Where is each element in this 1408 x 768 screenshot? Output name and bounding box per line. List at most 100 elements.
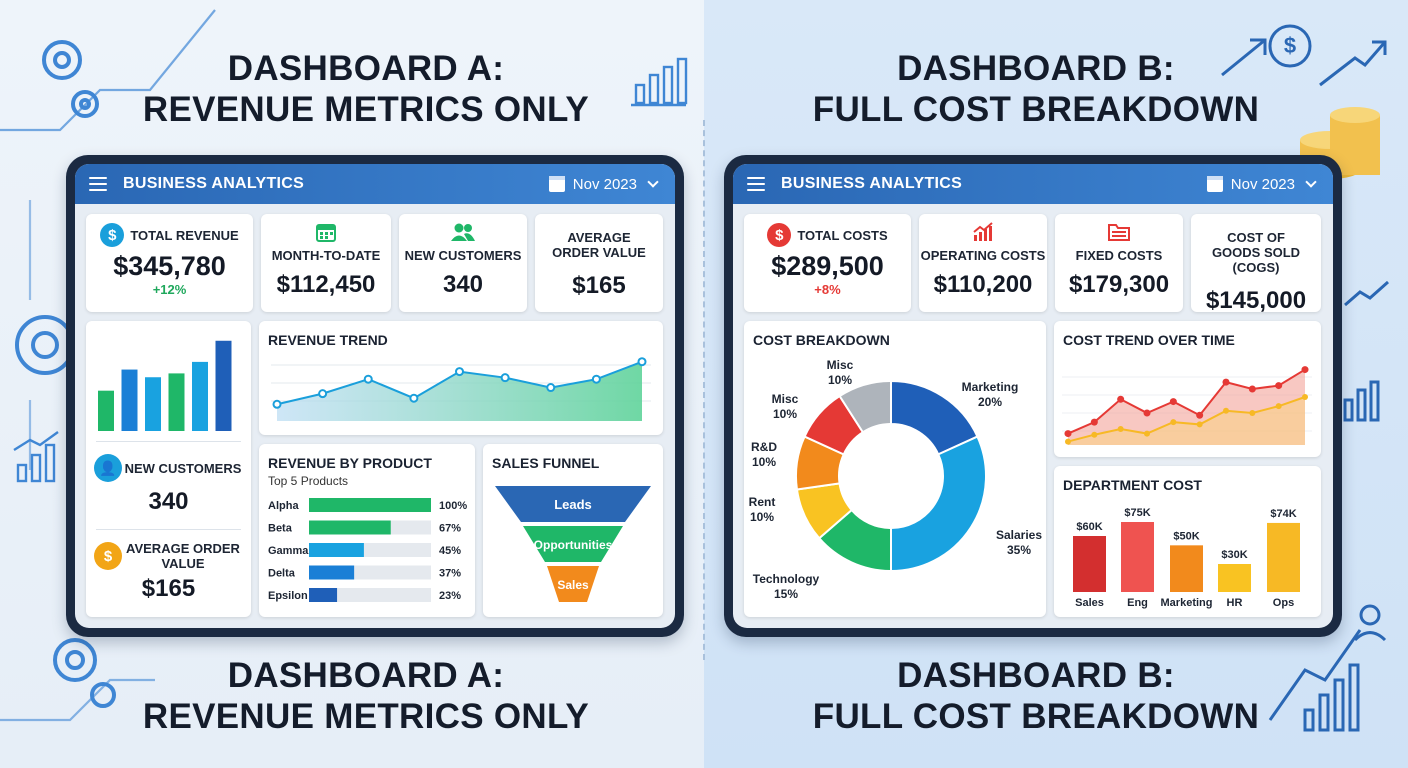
trend-point-a — [1248, 385, 1256, 393]
dept-value-label: $74K — [1270, 508, 1296, 520]
dept-bar — [1267, 522, 1300, 592]
trend-point-b — [1196, 421, 1203, 428]
dept-name-label: Sales — [1075, 597, 1104, 609]
kpi-value: $112,450 — [276, 271, 376, 298]
menu-icon[interactable] — [89, 177, 107, 191]
side-new-customers-value: 340 — [148, 488, 189, 515]
trend-area — [277, 361, 642, 421]
funnel-stage-sales — [547, 566, 599, 602]
donut-slice — [838, 379, 892, 434]
slice-pct: 10% — [773, 407, 797, 421]
kpi-cogs[interactable]: COST OF GOODS SOLD (COGS) $145,000 — [1191, 214, 1321, 314]
trend-point-a — [1196, 411, 1204, 419]
kpi-value: $110,200 — [933, 271, 1033, 298]
date-label: Nov 2023 — [572, 175, 637, 193]
trend-point-b — [1249, 410, 1256, 416]
trend-point-a — [1301, 366, 1309, 374]
kpi-value: $289,500 — [771, 251, 884, 281]
trend-point-a — [1169, 398, 1177, 406]
department-cost-card: DEPARTMENT COST $60K Sales $75K Eng $50K Mark… — [1054, 466, 1321, 617]
side-bar — [145, 377, 161, 431]
side-summary-card: 👤 NEW CUSTOMERS 340 $ AVERAGE ORDER VALU… — [86, 321, 251, 617]
trend-point — [637, 357, 647, 367]
funnel-stage-leads — [495, 486, 651, 522]
side-bar — [121, 369, 138, 431]
donut-slice — [890, 435, 987, 573]
heading-b-bottom: DASHBOARD B: FULL COST BREAKDOWN — [812, 656, 1260, 736]
dashboard-a-device: BUSINESS ANALYTICS Nov 2023 $ TOTAL REVE… — [66, 155, 684, 637]
slice-label: Misc — [827, 358, 854, 372]
dollar-icon: $ — [94, 542, 122, 570]
calendar-icon — [1206, 176, 1223, 192]
slice-pct: 15% — [774, 587, 798, 601]
slice-label: Marketing — [962, 380, 1019, 394]
chevron-down-icon — [647, 176, 659, 188]
trend-point-a — [1222, 378, 1230, 386]
users-icon — [451, 223, 475, 241]
product-label: Epsilon — [268, 590, 308, 602]
app-title: BUSINESS ANALYTICS — [123, 175, 305, 192]
side-bar — [98, 390, 114, 431]
funnel-label-opportunities: Opportunities — [534, 538, 613, 552]
slice-pct: 10% — [752, 455, 776, 469]
kpi-fixed-costs[interactable]: FIXED COSTS $179,300 — [1055, 214, 1183, 312]
trend-point-b — [1144, 430, 1150, 437]
slice-pct: 35% — [1007, 543, 1031, 557]
product-bar — [309, 543, 364, 557]
date-selector[interactable]: Nov 2023 — [548, 175, 661, 193]
slice-label: R&D — [751, 440, 777, 454]
product-pct: 67% — [439, 523, 461, 535]
kpi-month-to-date[interactable]: MONTH-TO-DATE $112,450 — [261, 214, 391, 312]
dept-name-label: HR — [1227, 597, 1243, 609]
card-title: REVENUE TREND — [268, 332, 388, 348]
trend-point — [591, 374, 601, 384]
product-pct: 45% — [439, 545, 461, 557]
trend-point — [363, 374, 373, 384]
slice-label: Misc — [772, 392, 799, 406]
kpi-change: +8% — [814, 282, 841, 297]
user-icon: 👤 — [94, 454, 122, 482]
product-label: Beta — [268, 523, 293, 535]
trend-point-a — [1064, 430, 1072, 438]
product-pct: 37% — [439, 568, 461, 580]
side-aov-value: $165 — [141, 575, 196, 602]
product-bar — [309, 498, 431, 512]
dept-value-label: $50K — [1173, 530, 1199, 542]
decor-left-icons — [0, 9, 216, 722]
revenue-trend-card: REVENUE TREND — [259, 321, 663, 435]
trend-point — [272, 399, 282, 409]
dept-value-label: $30K — [1221, 549, 1247, 561]
revenue-by-product-card: REVENUE BY PRODUCT Top 5 Products Alpha 1… — [259, 444, 475, 617]
product-bar-track — [309, 588, 431, 602]
product-bar — [309, 565, 355, 580]
dept-bar — [1170, 545, 1203, 592]
side-bar — [215, 340, 232, 431]
dept-bar — [1121, 522, 1154, 592]
product-label: Gamma — [268, 545, 309, 557]
kpi-average-order-value[interactable]: AVERAGE ORDER VALUE $165 — [535, 214, 663, 312]
chart-up-icon — [973, 222, 993, 241]
trend-point — [500, 373, 510, 383]
kpi-value: $179,300 — [1068, 271, 1170, 298]
kpi-total-revenue[interactable]: $ TOTAL REVENUE $345,780 +12% — [86, 214, 253, 312]
trend-line-b — [1067, 396, 1306, 443]
card-title: DEPARTMENT COST — [1063, 477, 1202, 493]
heading-b-top: DASHBOARD B: FULL COST BREAKDOWN — [812, 49, 1260, 129]
revenue-by-product-chart: Alpha 100% Beta 67% Gamma 45% Delta 37% Epsilon 2… — [268, 498, 467, 602]
kpi-total-costs[interactable]: $ TOTAL COSTS $289,500 +8% — [744, 214, 911, 312]
heading-a-bottom: DASHBOARD A: REVENUE METRICS ONLY — [142, 656, 590, 736]
slice-label: Salaries — [996, 528, 1042, 542]
kpi-operating-costs[interactable]: OPERATING COSTS $110,200 — [919, 214, 1047, 312]
card-title: SALES FUNNEL — [492, 455, 600, 471]
folder-icon — [1108, 224, 1130, 241]
slice-label: Rent — [749, 495, 776, 509]
side-bar-chart — [98, 340, 232, 431]
trend-point — [409, 393, 419, 403]
kpi-new-customers[interactable]: NEW CUSTOMERS 340 — [399, 214, 527, 312]
menu-icon[interactable] — [747, 177, 765, 191]
trend-point-b — [1223, 407, 1229, 414]
date-selector[interactable]: Nov 2023 — [1206, 176, 1319, 193]
trend-area-b — [1068, 397, 1305, 445]
bar-chart-icon — [631, 57, 688, 107]
